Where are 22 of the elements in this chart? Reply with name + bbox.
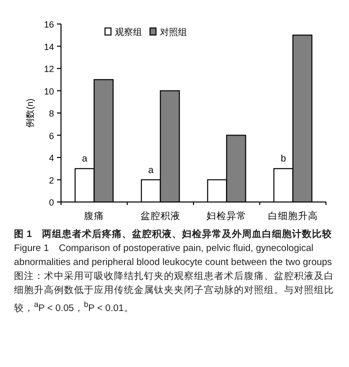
y-tick-label: 2 (48, 175, 54, 186)
legend-label: 对照组 (160, 27, 187, 37)
y-axis-title: 例数(n) (25, 98, 35, 128)
annotation: b (280, 154, 286, 165)
legend-label: 观察组 (115, 27, 142, 37)
x-tick-label: 腹痛 (84, 210, 104, 222)
text: Figure 1 Comparison of postoperative pain, pelvic fluid, gynecological abnormalities and peripheral blood leukocyte count between the two groups (14, 242, 333, 270)
annotation: a (148, 164, 154, 176)
annotation: a (82, 154, 88, 165)
text: 图 1 两组患者术后疼痛、盆腔积液、妇检异常及外周血白细胞计数比较 (14, 228, 333, 242)
y-tick-label: 16 (44, 20, 54, 30)
x-tick-label: 盆腔积液 (140, 210, 180, 222)
x-tick-label: 妇检异常 (206, 210, 247, 222)
y-tick-label: 10 (44, 86, 54, 96)
text: 图注：术中采用可吸收降结扎钉夹的观察组患者术后腹痛、盆腔积液及白细胞升高例数低于应用传统金属钛夹夹闭子宫动脉的对照组。与对照组比较，$^{a}$P < 0.05，$^{b}$P < 0.01。 (14, 270, 335, 316)
x-tick-label: 白细胞升高 (268, 210, 318, 222)
y-tick-label: 8 (48, 108, 54, 118)
y-tick-label: 14 (44, 42, 54, 52)
y-tick-label: 6 (48, 130, 54, 141)
y-tick-label: 12 (44, 64, 54, 74)
y-tick-label: 0 (48, 198, 54, 208)
y-tick-label: 4 (48, 153, 54, 163)
